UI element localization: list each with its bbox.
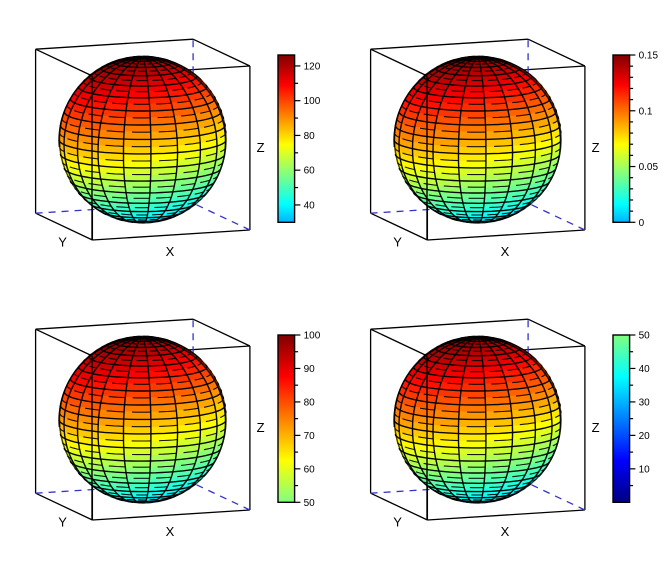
- svg-text:40: 40: [304, 200, 316, 211]
- svg-text:0.05: 0.05: [639, 162, 659, 173]
- svg-text:10: 10: [639, 464, 651, 475]
- svg-text:90: 90: [304, 364, 316, 375]
- svg-text:40: 40: [639, 364, 651, 375]
- svg-text:50: 50: [639, 331, 651, 342]
- svg-text:60: 60: [304, 166, 316, 177]
- svg-text:120: 120: [304, 61, 321, 72]
- svg-text:50: 50: [304, 498, 316, 509]
- svg-text:0.1: 0.1: [639, 106, 653, 117]
- svg-text:70: 70: [304, 431, 316, 442]
- svg-text:80: 80: [304, 397, 316, 408]
- svg-text:20: 20: [639, 431, 651, 442]
- svg-text:100: 100: [304, 331, 321, 342]
- svg-text:30: 30: [639, 397, 651, 408]
- svg-text:80: 80: [304, 131, 316, 142]
- svg-text:0.15: 0.15: [639, 51, 659, 62]
- svg-text:60: 60: [304, 464, 316, 475]
- svg-text:0: 0: [639, 218, 645, 229]
- svg-text:100: 100: [304, 96, 321, 107]
